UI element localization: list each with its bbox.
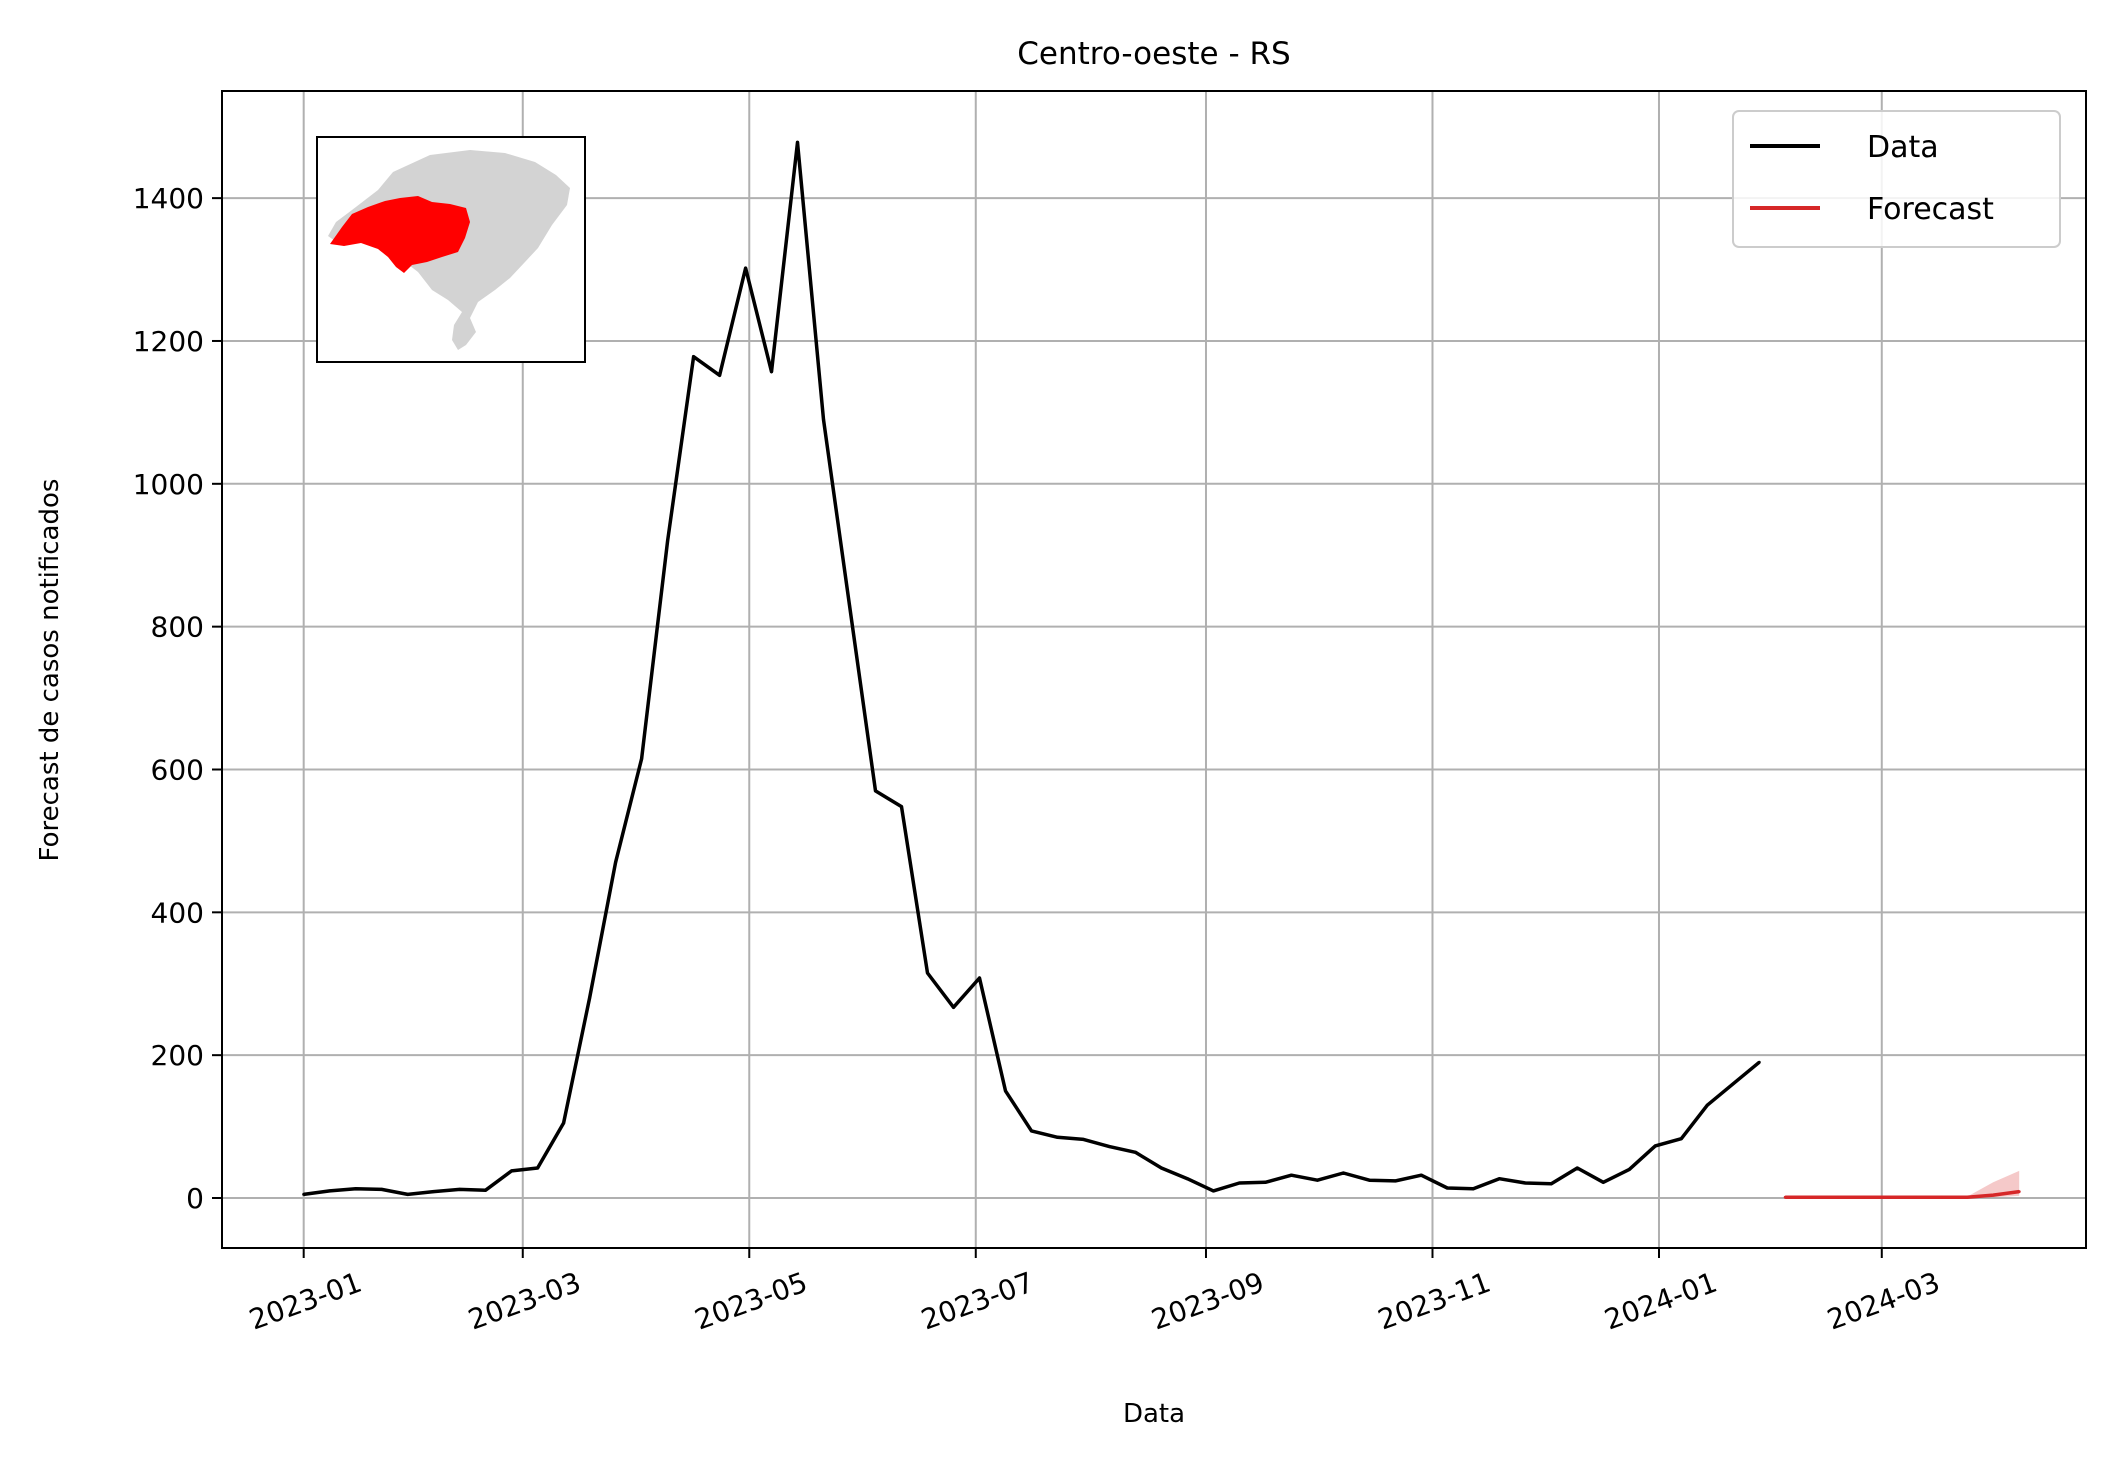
data-point-forecast bbox=[1783, 1195, 1787, 1199]
data-point-data bbox=[1497, 1177, 1501, 1181]
data-point-data bbox=[640, 757, 644, 761]
y-tick-label: 400 bbox=[151, 896, 204, 929]
y-tick-label: 0 bbox=[186, 1182, 204, 1215]
data-point-data bbox=[1549, 1182, 1553, 1186]
data-point-data bbox=[1081, 1137, 1085, 1141]
data-point-data bbox=[796, 140, 800, 144]
inset-map bbox=[316, 136, 586, 363]
data-point-data bbox=[770, 370, 774, 374]
data-point-data bbox=[484, 1188, 488, 1192]
data-point-data bbox=[302, 1192, 306, 1196]
data-point-data bbox=[1237, 1181, 1241, 1185]
data-point-forecast bbox=[1861, 1195, 1865, 1199]
data-point-data bbox=[951, 1005, 955, 1009]
chart-title: Centro-oeste - RS bbox=[1017, 36, 1290, 72]
data-point-data bbox=[1679, 1137, 1683, 1141]
y-tick-label: 1400 bbox=[133, 182, 204, 215]
data-point-data bbox=[458, 1187, 462, 1191]
data-point-data bbox=[1575, 1166, 1579, 1170]
data-point-data bbox=[536, 1166, 540, 1170]
data-point-data bbox=[900, 805, 904, 809]
y-tick-label: 200 bbox=[151, 1039, 204, 1072]
data-point-forecast bbox=[2017, 1190, 2021, 1194]
y-axis-ticks: 0 200 400 600 800 1000 1200 1400 bbox=[133, 182, 222, 1215]
data-point-data bbox=[1419, 1173, 1423, 1177]
data-point-data bbox=[614, 860, 618, 864]
series-points bbox=[302, 140, 2021, 1199]
data-point-data bbox=[1393, 1179, 1397, 1183]
data-point-data bbox=[1133, 1150, 1137, 1154]
series-line-forecast bbox=[1785, 1189, 2020, 1200]
data-point-data bbox=[1367, 1178, 1371, 1182]
data-point-data bbox=[1315, 1178, 1319, 1182]
data-point-data bbox=[848, 603, 852, 607]
data-point-forecast bbox=[1887, 1195, 1891, 1199]
data-point-data bbox=[1627, 1167, 1631, 1171]
data-point-data bbox=[1341, 1171, 1345, 1175]
data-point-data bbox=[874, 789, 878, 793]
data-point-forecast bbox=[1991, 1193, 1995, 1197]
data-point-forecast bbox=[1965, 1195, 1969, 1199]
data-point-data bbox=[1029, 1129, 1033, 1133]
data-point-forecast bbox=[1913, 1195, 1917, 1199]
data-point-forecast bbox=[1835, 1195, 1839, 1199]
data-point-data bbox=[1003, 1089, 1007, 1093]
data-point-data bbox=[718, 373, 722, 377]
data-point-data bbox=[692, 355, 696, 359]
data-point-data bbox=[510, 1169, 514, 1173]
data-point-forecast bbox=[1939, 1195, 1943, 1199]
data-point-data bbox=[744, 266, 748, 270]
legend-data-label: Data bbox=[1867, 130, 1939, 165]
data-point-data bbox=[822, 418, 826, 422]
data-point-data bbox=[1289, 1173, 1293, 1177]
highlighted-region bbox=[330, 196, 470, 273]
y-tick-label: 600 bbox=[151, 753, 204, 786]
data-point-data bbox=[666, 539, 670, 543]
data-point-data bbox=[1653, 1144, 1657, 1148]
data-point-data bbox=[380, 1187, 384, 1191]
y-tick-label: 800 bbox=[151, 611, 204, 644]
legend: Data Forecast bbox=[1732, 110, 2061, 248]
data-point-data bbox=[328, 1189, 332, 1193]
y-axis-label: Forecast de casos notificados bbox=[35, 479, 65, 862]
data-point-data bbox=[977, 976, 981, 980]
data-point-data bbox=[406, 1192, 410, 1196]
data-point-data bbox=[1055, 1135, 1059, 1139]
data-point-data bbox=[562, 1121, 566, 1125]
plot-frame bbox=[221, 90, 2087, 1249]
data-point-forecast bbox=[1809, 1195, 1813, 1199]
data-point-data bbox=[1523, 1181, 1527, 1185]
data-point-data bbox=[1731, 1082, 1735, 1086]
data-point-data bbox=[1159, 1166, 1163, 1170]
data-point-data bbox=[925, 971, 929, 975]
data-point-data bbox=[1705, 1103, 1709, 1107]
y-tick-label: 1200 bbox=[133, 325, 204, 358]
data-point-data bbox=[1107, 1145, 1111, 1149]
data-point-data bbox=[1211, 1189, 1215, 1193]
x-axis-label: Data bbox=[1123, 1399, 1185, 1429]
data-point-data bbox=[1445, 1186, 1449, 1190]
data-point-data bbox=[1757, 1060, 1761, 1064]
data-point-data bbox=[1185, 1177, 1189, 1181]
data-point-data bbox=[354, 1187, 358, 1191]
data-point-data bbox=[432, 1190, 436, 1194]
data-point-data bbox=[588, 996, 592, 1000]
legend-forecast-label: Forecast bbox=[1867, 192, 1994, 227]
data-point-data bbox=[1263, 1180, 1267, 1184]
data-point-data bbox=[1601, 1180, 1605, 1184]
y-tick-label: 1000 bbox=[133, 468, 204, 501]
data-point-data bbox=[1471, 1187, 1475, 1191]
